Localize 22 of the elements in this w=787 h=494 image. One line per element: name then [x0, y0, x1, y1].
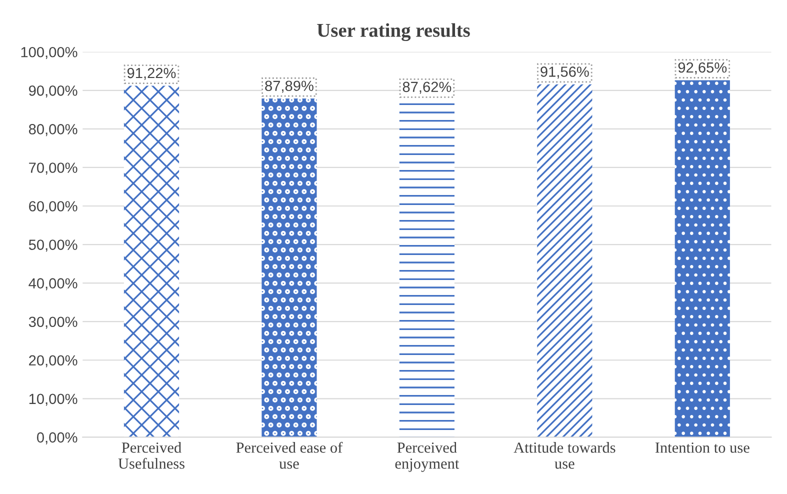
x-tick-label: Intention to use [655, 442, 750, 453]
x-tick-label: Attitude towards use [514, 442, 616, 469]
y-tick-label: 70,00% [29, 162, 78, 175]
y-tick-label: 30,00% [28, 316, 78, 329]
y-tick-label: 20,00% [29, 355, 78, 368]
x-tick-label: Perceived Usefulness [118, 442, 184, 469]
data-label: 87,89% [265, 80, 314, 93]
x-tick-label: Perceived enjoyment [395, 442, 460, 472]
data-label: 91,22% [127, 68, 176, 80]
y-tick-label: 10,00% [29, 394, 78, 406]
y-tick-label: 60,00% [29, 201, 78, 214]
y-tick-label: 40,00% [28, 278, 78, 290]
x-tick-label: Perceived ease of use [236, 442, 343, 469]
data-label: 91,56% [540, 66, 589, 79]
y-tick-label: 50,00% [28, 240, 78, 252]
data-label: 92,65% [678, 62, 727, 74]
chart-title: User rating results [317, 23, 470, 42]
y-tick-label: 100,00% [21, 46, 78, 60]
y-tick-label: 90,00% [29, 86, 78, 98]
y-tick-label: 0,00% [36, 432, 78, 444]
y-tick-label: 80,00% [28, 124, 78, 136]
data-label: 87,62% [402, 82, 452, 94]
